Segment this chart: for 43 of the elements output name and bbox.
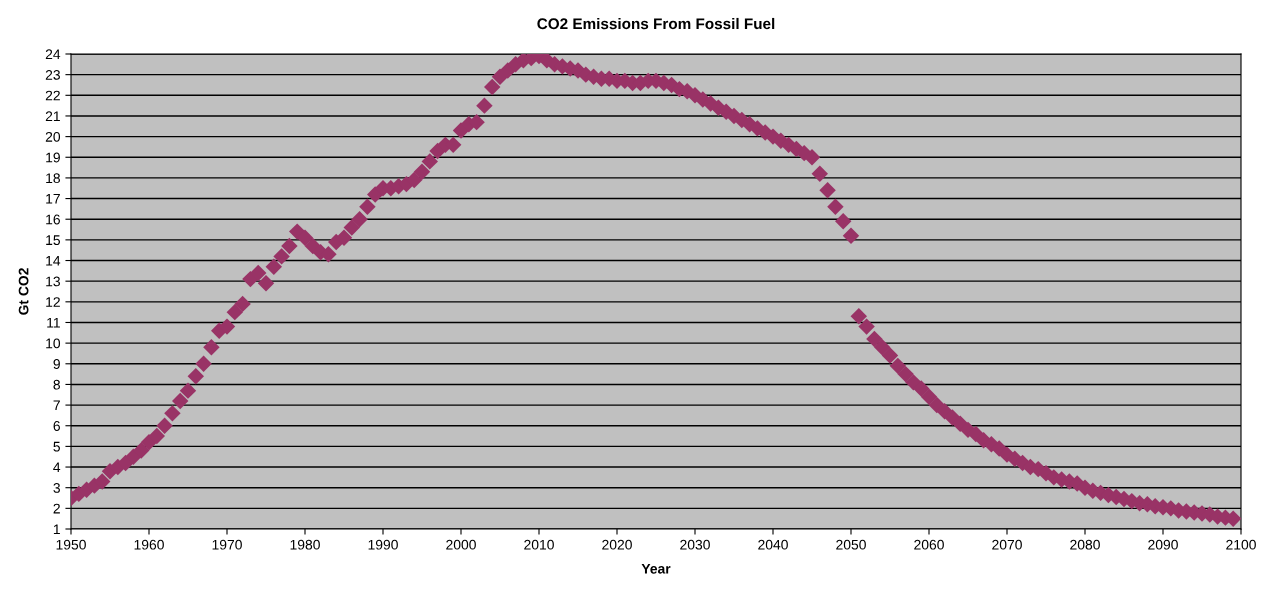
y-tick-label: 5 bbox=[53, 441, 60, 452]
y-tick-label: 6 bbox=[53, 421, 60, 431]
chart-title: CO2 Emissions From Fossil Fuel bbox=[537, 17, 775, 30]
y-tick-label: 3 bbox=[53, 483, 60, 493]
x-axis-title: Year bbox=[641, 563, 671, 574]
x-tick-label: 2000 bbox=[446, 539, 476, 550]
x-tick-label: 2010 bbox=[524, 539, 554, 550]
y-tick-label: 12 bbox=[46, 297, 60, 307]
y-tick-label: 23 bbox=[45, 69, 60, 80]
y-tick-label: 16 bbox=[46, 214, 60, 225]
y-tick-label: 24 bbox=[45, 49, 61, 60]
x-tick-label: 2020 bbox=[602, 539, 632, 550]
x-tick-label: 2040 bbox=[758, 539, 788, 550]
y-tick-label: 20 bbox=[45, 131, 61, 142]
y-tick-label: 15 bbox=[46, 235, 60, 246]
x-tick-label: 1950 bbox=[56, 539, 86, 550]
y-axis-title: Gt CO2 bbox=[18, 268, 29, 315]
x-tick-label: 2100 bbox=[1226, 539, 1256, 550]
x-tick-label: 2090 bbox=[1148, 539, 1178, 550]
y-tick-label: 7 bbox=[53, 400, 60, 411]
y-tick-label: 13 bbox=[46, 276, 60, 287]
y-tick-label: 19 bbox=[46, 152, 60, 163]
y-tick-label: 10 bbox=[46, 338, 61, 349]
y-tick-label: 2 bbox=[53, 503, 60, 514]
x-tick-label: 1990 bbox=[368, 539, 398, 550]
x-tick-label: 2060 bbox=[914, 539, 944, 550]
y-tick-label: 18 bbox=[46, 173, 60, 184]
y-tick-label: 9 bbox=[53, 359, 60, 369]
y-tick-label: 17 bbox=[46, 194, 60, 204]
y-tick-label: 8 bbox=[53, 379, 60, 390]
y-tick-label: 11 bbox=[47, 317, 60, 328]
y-tick-label: 21 bbox=[45, 111, 60, 121]
y-tick-label: 22 bbox=[45, 90, 60, 101]
y-tick-label: 1 bbox=[53, 524, 60, 535]
x-tick-label: 1980 bbox=[290, 539, 320, 550]
x-tick-label: 2030 bbox=[680, 539, 710, 550]
y-tick-label: 14 bbox=[46, 256, 61, 266]
x-tick-label: 1960 bbox=[134, 539, 164, 550]
x-tick-label: 1970 bbox=[212, 539, 242, 550]
x-tick-label: 2080 bbox=[1070, 539, 1100, 550]
y-tick-label: 4 bbox=[53, 462, 61, 473]
x-tick-label: 2050 bbox=[836, 539, 866, 550]
x-tick-label: 2070 bbox=[992, 539, 1022, 550]
